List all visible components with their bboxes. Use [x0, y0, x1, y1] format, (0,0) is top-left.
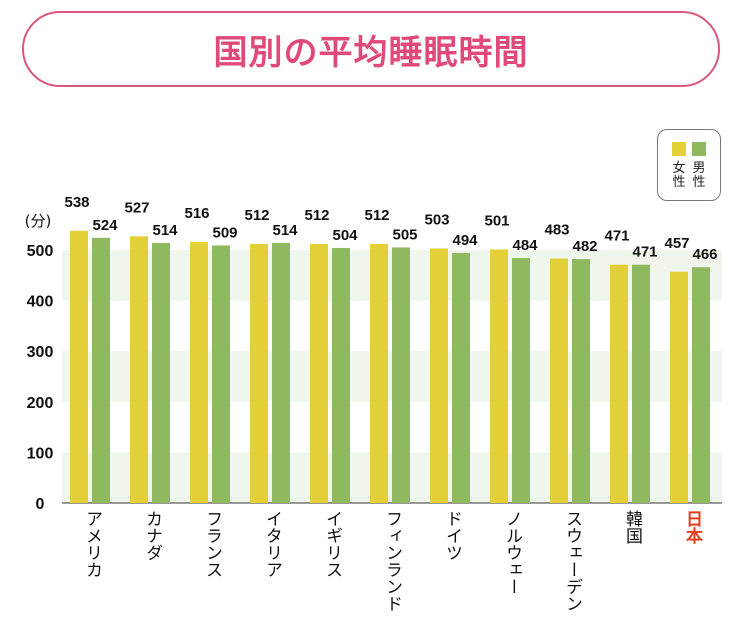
bar-female — [610, 264, 628, 503]
data-label: 514 — [152, 222, 178, 239]
x-tick-label: イタリア — [262, 510, 282, 578]
data-label: 527 — [124, 199, 149, 216]
data-label: 509 — [212, 224, 237, 241]
data-label: 494 — [452, 232, 478, 249]
data-label: 503 — [424, 211, 449, 228]
bar-male — [452, 253, 470, 503]
x-tick-label: 日本 — [682, 510, 702, 544]
data-label: 466 — [692, 246, 717, 263]
x-tick-label: フランス — [202, 510, 222, 578]
x-tick-label: スウェーデン — [562, 510, 582, 612]
y-tick-label: 300 — [27, 344, 54, 361]
bar-female — [190, 241, 208, 504]
data-label: 471 — [632, 244, 657, 261]
y-axis-label: (分) — [25, 212, 52, 230]
legend-swatch-male — [692, 142, 706, 156]
bar-male — [212, 245, 230, 504]
data-label: 512 — [304, 207, 329, 224]
bar-female — [550, 258, 568, 503]
legend-label-male: 男性 — [692, 161, 706, 190]
bar-female — [310, 243, 328, 504]
data-label: 512 — [244, 207, 269, 224]
data-label: 483 — [544, 222, 569, 239]
data-label: 484 — [512, 237, 538, 254]
x-tick-label: カナダ — [142, 510, 162, 561]
legend-label-female: 女性 — [672, 161, 686, 190]
chart-title: 国別の平均睡眠時間 — [213, 32, 529, 73]
bar-female — [670, 271, 688, 503]
bar-male — [632, 264, 650, 503]
x-tick-label: アメリカ — [82, 510, 102, 578]
data-label: 501 — [484, 212, 509, 229]
x-tick-label: イギリス — [322, 510, 342, 578]
bar-male — [692, 267, 710, 503]
y-tick-label: 0 — [36, 496, 45, 513]
bar-female — [430, 248, 448, 503]
x-tick-label: ドイツ — [442, 510, 462, 561]
bar-female — [370, 243, 388, 504]
bar-male — [572, 259, 590, 503]
data-label: 482 — [572, 238, 597, 255]
bar-female — [490, 249, 508, 503]
bar-female — [130, 236, 148, 503]
bar-female — [70, 230, 88, 503]
data-label: 457 — [664, 235, 689, 252]
y-tick-label: 500 — [27, 243, 54, 260]
bar-male — [152, 242, 170, 503]
y-tick-label: 200 — [27, 395, 54, 412]
legend-swatch-female — [672, 142, 686, 156]
x-tick-label: ノルウェー — [502, 510, 522, 595]
data-label: 524 — [92, 217, 118, 234]
bar-male — [272, 242, 290, 503]
legend: 女性 男性 — [657, 129, 721, 201]
data-label: 516 — [184, 205, 209, 222]
x-tick-label: フィンランド — [382, 510, 402, 612]
bar-male — [332, 247, 350, 503]
y-tick-label: 400 — [27, 294, 54, 311]
data-label: 471 — [604, 228, 629, 245]
bar-male — [392, 247, 410, 503]
x-tick-label: 韓国 — [622, 510, 642, 544]
bar-male — [512, 258, 530, 503]
data-label: 505 — [392, 226, 417, 243]
bar-male — [92, 237, 110, 503]
data-label: 514 — [272, 222, 298, 239]
data-label: 538 — [64, 194, 89, 211]
data-label: 504 — [332, 227, 358, 244]
y-tick-label: 100 — [27, 445, 54, 462]
title-box: 国別の平均睡眠時間 — [22, 11, 720, 87]
data-label: 512 — [364, 207, 389, 224]
bar-female — [250, 243, 268, 504]
